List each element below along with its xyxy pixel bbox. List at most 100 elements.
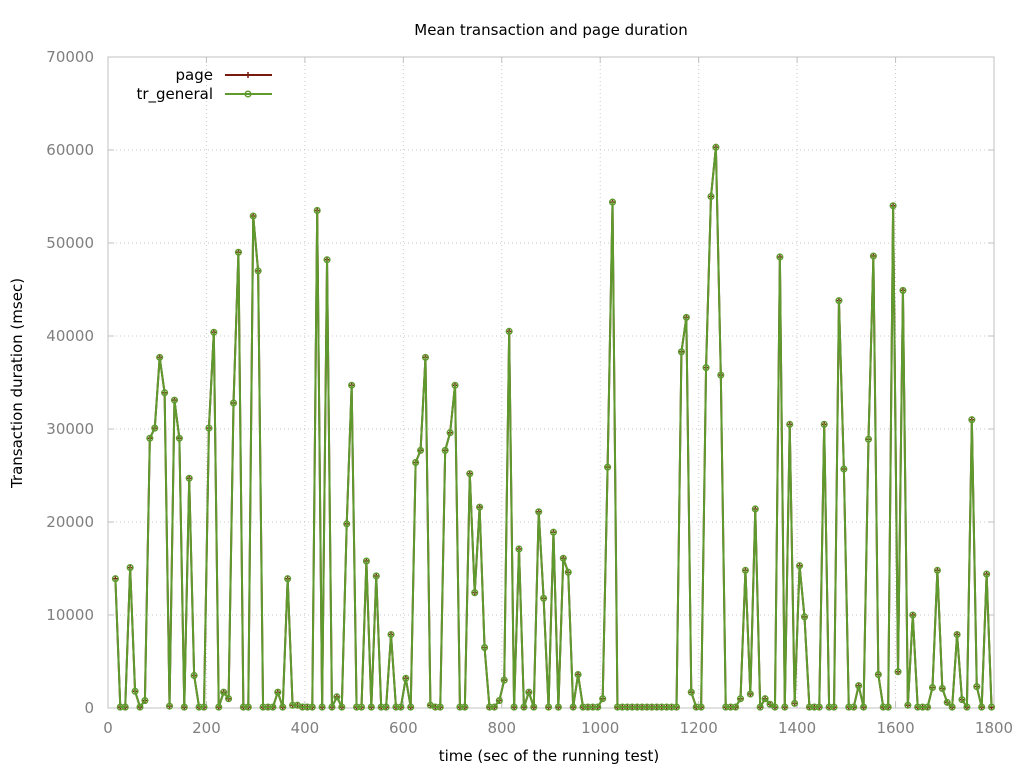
data-point-tr_general xyxy=(461,703,469,711)
x-tick-label: 0 xyxy=(103,719,113,737)
data-point-tr_general xyxy=(717,371,725,379)
data-point-tr_general xyxy=(943,698,951,706)
data-point-tr_general xyxy=(800,613,809,621)
data-point-tr_general xyxy=(165,702,174,710)
y-axis-label: Transaction duration (msec) xyxy=(8,278,26,489)
data-point-tr_general xyxy=(569,703,577,711)
data-point-tr_general xyxy=(702,364,710,372)
data-point-tr_general xyxy=(608,198,617,206)
data-point-tr_general xyxy=(928,683,937,692)
data-point-tr_general xyxy=(869,252,877,260)
data-point-tr_general xyxy=(599,695,607,703)
data-point-tr_general xyxy=(820,420,828,428)
grid xyxy=(108,57,994,708)
data-point-tr_general xyxy=(830,703,838,711)
data-point-tr_general xyxy=(958,696,966,704)
legend-marker-page xyxy=(245,72,251,78)
data-point-tr_general xyxy=(387,630,395,639)
data-point-tr_general xyxy=(687,688,695,696)
data-point-tr_general xyxy=(215,703,223,711)
data-point-tr_general xyxy=(677,348,685,356)
data-point-tr_general xyxy=(451,381,459,389)
data-point-tr_general xyxy=(781,703,789,711)
data-point-tr_general xyxy=(786,420,794,428)
data-point-tr_general xyxy=(732,703,740,711)
data-point-tr_general xyxy=(244,703,252,711)
x-tick-label: 400 xyxy=(291,719,320,737)
data-point-tr_general xyxy=(604,463,612,471)
data-point-tr_general xyxy=(751,505,759,513)
data-point-tr_general xyxy=(495,697,503,705)
data-point-tr_general xyxy=(362,557,370,565)
data-point-tr_general xyxy=(938,684,946,693)
data-point-tr_general xyxy=(933,566,941,574)
data-point-tr_general xyxy=(348,381,356,389)
data-point-tr_general xyxy=(402,674,410,682)
data-point-tr_general xyxy=(175,434,183,442)
legend-label: tr_general xyxy=(136,85,213,104)
data-point-tr_general xyxy=(909,611,917,619)
y-tick-label: 10000 xyxy=(46,606,94,624)
y-tick-label: 20000 xyxy=(46,513,94,531)
data-point-tr_general xyxy=(170,396,178,404)
x-tick-label: 200 xyxy=(192,719,221,737)
data-point-tr_general xyxy=(490,703,498,711)
x-tick-label: 1200 xyxy=(680,719,718,737)
data-point-tr_general xyxy=(229,399,238,407)
data-point-tr_general xyxy=(466,470,474,478)
data-point-tr_general xyxy=(151,424,159,432)
data-point-tr_general xyxy=(254,267,262,275)
data-point-tr_general xyxy=(520,703,528,711)
data-point-tr_general xyxy=(412,458,420,467)
data-point-tr_general xyxy=(225,695,233,703)
data-point-tr_general xyxy=(899,286,907,294)
data-point-tr_general xyxy=(682,313,690,321)
data-point-tr_general xyxy=(180,703,188,711)
data-point-tr_general xyxy=(510,703,518,711)
x-tick-label: 800 xyxy=(487,719,516,737)
data-point-tr_general xyxy=(540,594,548,602)
data-point-tr_general xyxy=(864,435,873,443)
series-line-page xyxy=(114,146,993,709)
x-tick-label: 1600 xyxy=(876,719,914,737)
data-point-tr_general xyxy=(156,353,164,361)
x-tick-label: 1000 xyxy=(581,719,619,737)
data-point-tr_general xyxy=(190,671,198,680)
data-point-tr_general xyxy=(855,682,863,690)
data-point-tr_general xyxy=(860,703,868,711)
data-point-tr_general xyxy=(382,703,390,711)
data-point-tr_general xyxy=(544,703,553,711)
data-point-tr_general xyxy=(978,703,986,711)
data-point-tr_general xyxy=(372,572,380,580)
data-point-tr_general xyxy=(535,508,543,516)
data-point-tr_general xyxy=(441,446,449,454)
data-point-tr_general xyxy=(407,703,415,711)
data-point-tr_general xyxy=(697,703,705,711)
legend-marker-tr_general xyxy=(244,90,252,98)
legend-item-tr_general: tr_general xyxy=(136,85,272,104)
data-point-tr_general xyxy=(771,703,779,711)
data-point-tr_general xyxy=(968,416,976,424)
data-point-tr_general xyxy=(741,566,749,574)
data-point-tr_general xyxy=(736,695,745,703)
series-page xyxy=(112,144,995,711)
data-point-tr_general xyxy=(161,389,169,397)
data-point-tr_general xyxy=(397,703,405,711)
data-point-tr_general xyxy=(421,353,430,361)
data-point-tr_general xyxy=(471,589,479,597)
data-point-tr_general xyxy=(850,703,858,711)
y-tick-label: 70000 xyxy=(46,48,94,66)
data-point-tr_general xyxy=(500,676,508,684)
data-point-tr_general xyxy=(249,212,257,220)
data-point-tr_general xyxy=(559,554,567,562)
data-point-tr_general xyxy=(894,668,902,676)
x-tick-label: 600 xyxy=(389,719,418,737)
data-point-tr_general xyxy=(983,570,991,578)
data-point-tr_general xyxy=(505,327,513,335)
data-point-tr_general xyxy=(953,630,961,639)
data-point-tr_general xyxy=(446,429,454,437)
data-point-tr_general xyxy=(338,703,346,711)
data-point-tr_general xyxy=(343,520,351,528)
data-point-tr_general xyxy=(796,562,804,570)
